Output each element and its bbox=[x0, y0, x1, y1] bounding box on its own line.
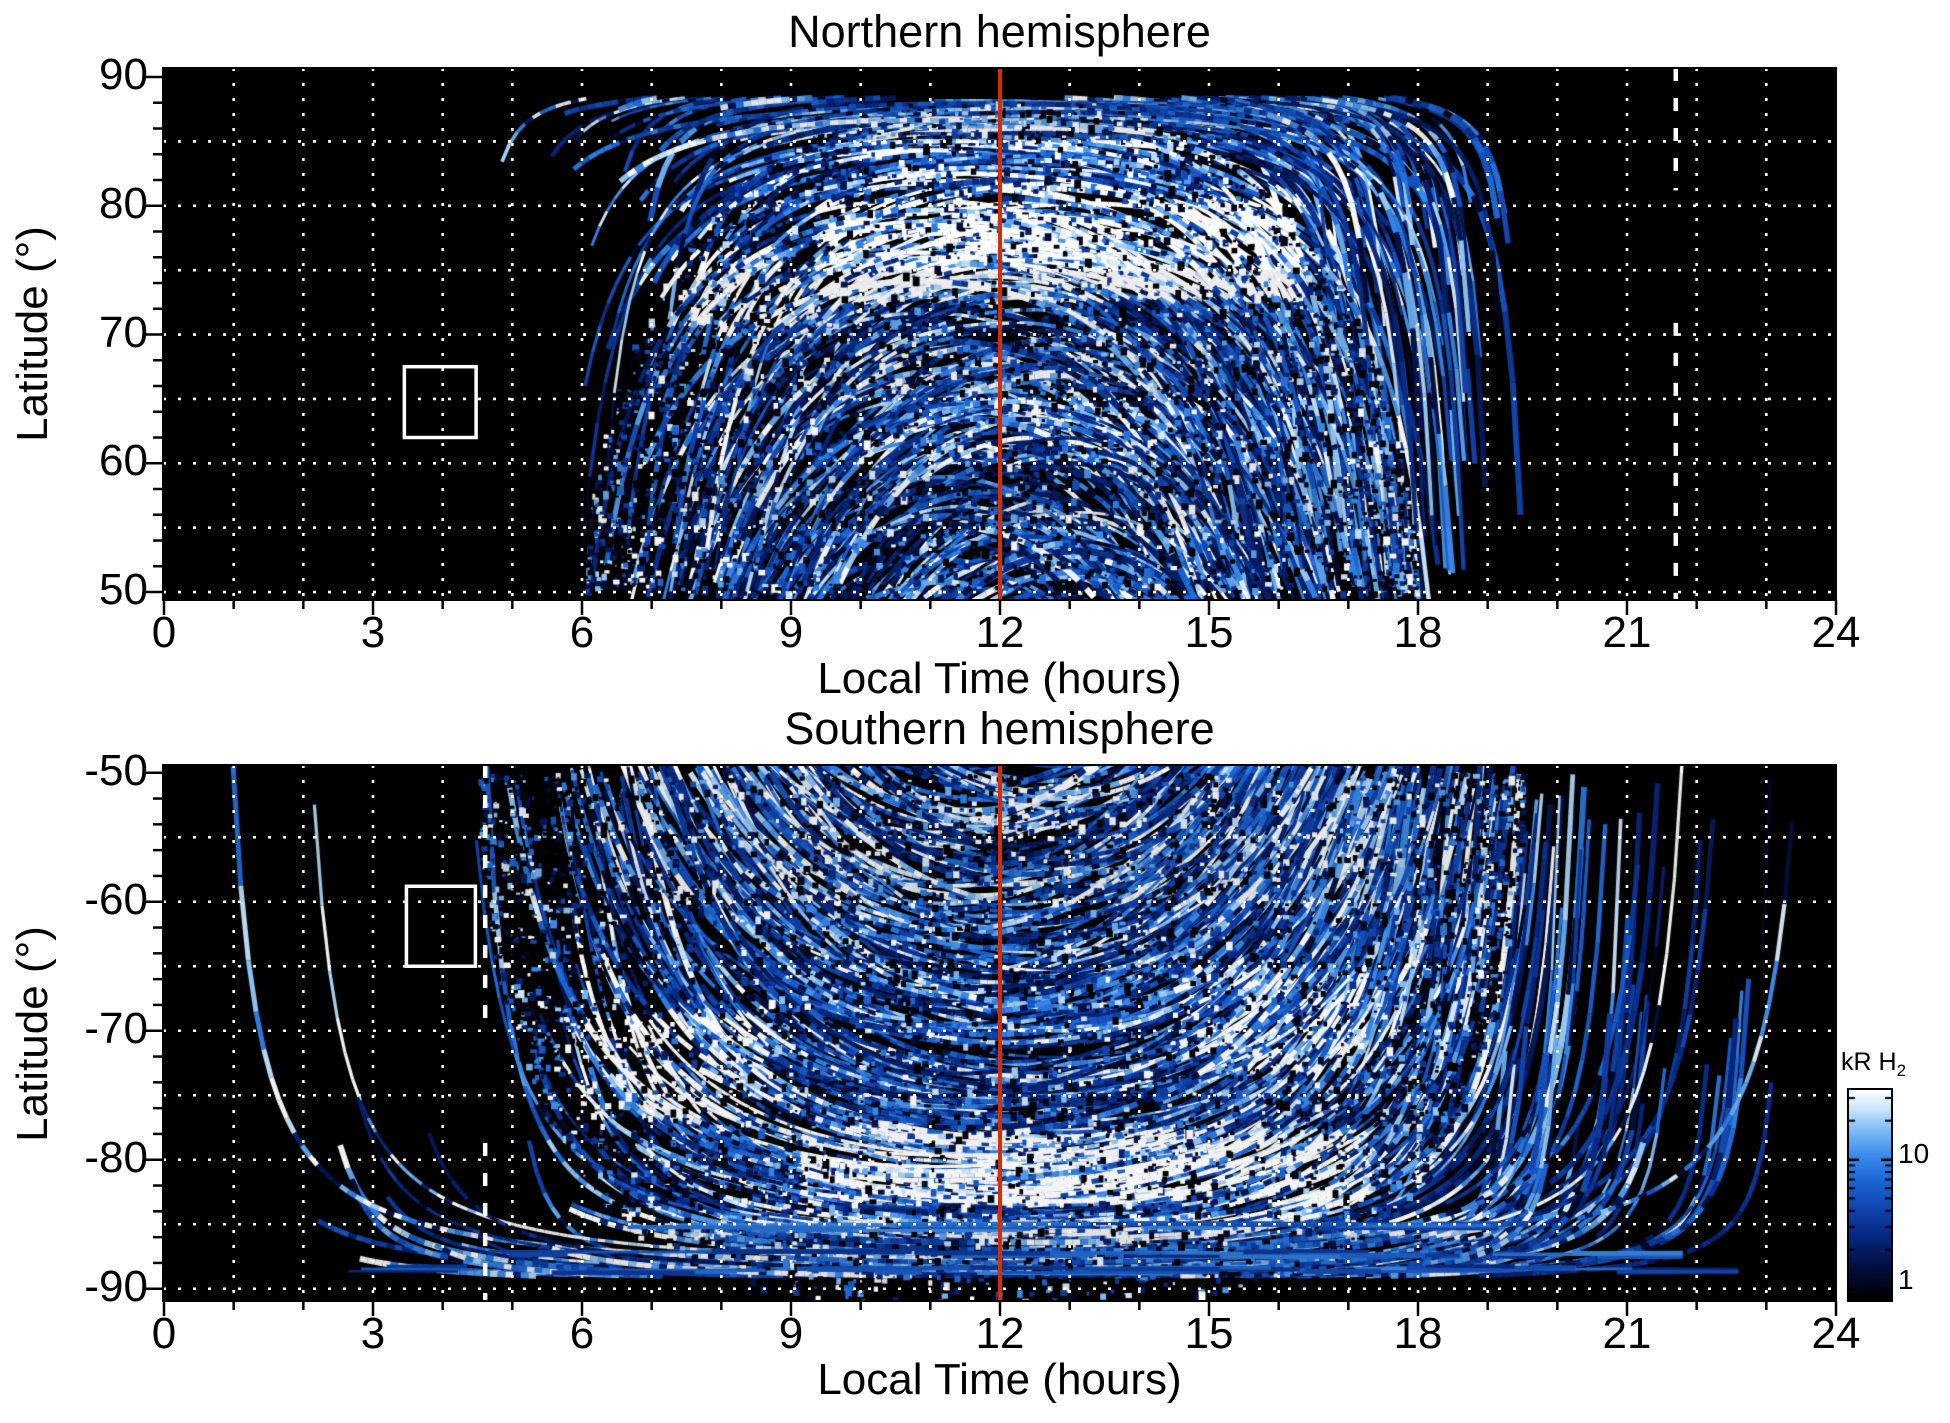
north-x-axis-label: Local Time (hours) bbox=[817, 654, 1182, 703]
north-y-axis-label: Latitude (°) bbox=[8, 226, 57, 442]
north-x-tick-labels: 0 3 6 9 12 15 18 21 24 bbox=[152, 608, 1861, 658]
x-tick-label: 24 bbox=[1811, 608, 1861, 657]
y-tick-label: -80 bbox=[84, 1132, 148, 1182]
colorbar-unit-main: kR H bbox=[1841, 1048, 1897, 1076]
colorbar-tick-10: 10 bbox=[1898, 1138, 1930, 1169]
y-tick-label: 70 bbox=[99, 307, 148, 357]
y-tick-label: -70 bbox=[84, 1003, 148, 1053]
y-tick-label: 60 bbox=[99, 436, 148, 486]
x-tick-label: 18 bbox=[1393, 608, 1443, 657]
south-heatmap-plot bbox=[146, 764, 1838, 1316]
x-tick-label: 21 bbox=[1602, 1309, 1652, 1358]
y-tick-label: 90 bbox=[99, 50, 148, 99]
x-tick-label: 0 bbox=[151, 1309, 177, 1358]
x-tick-label: 15 bbox=[1184, 608, 1234, 657]
x-tick-label: 18 bbox=[1393, 1309, 1443, 1358]
y-tick-label: -60 bbox=[84, 874, 148, 924]
selection-box bbox=[404, 884, 478, 968]
x-tick-label: 21 bbox=[1602, 608, 1652, 657]
y-tick-label: 50 bbox=[99, 565, 148, 614]
north-plot-overlay bbox=[146, 67, 1838, 615]
x-tick-label: 6 bbox=[569, 1309, 595, 1358]
x-tick-label: 3 bbox=[360, 1309, 386, 1358]
x-tick-label: 6 bbox=[569, 608, 595, 657]
x-tick-label: 12 bbox=[975, 1309, 1025, 1358]
south-plot-overlay bbox=[146, 764, 1838, 1316]
south-y-axis-label: Latitude (°) bbox=[8, 926, 57, 1142]
x-tick-label: 15 bbox=[1184, 1309, 1234, 1358]
x-tick-label: 12 bbox=[975, 608, 1025, 657]
x-tick-label: 3 bbox=[360, 608, 386, 657]
y-tick-label: -90 bbox=[84, 1261, 148, 1311]
y-tick-label: 80 bbox=[99, 178, 148, 228]
south-x-tick-labels: 0 3 6 9 12 15 18 21 24 bbox=[152, 1309, 1861, 1359]
selection-box bbox=[402, 364, 478, 440]
y-tick-labels: 90 80 70 60 50 -50 -60 -70 -80 -90 bbox=[0, 0, 148, 1423]
colorbar-tick-1: 1 bbox=[1898, 1264, 1914, 1295]
north-heatmap-plot bbox=[146, 67, 1838, 615]
south-panel-title: Southern hemisphere bbox=[784, 703, 1215, 754]
x-tick-label: 0 bbox=[151, 608, 177, 657]
x-tick-label: 9 bbox=[778, 608, 804, 657]
colorbar bbox=[1847, 1088, 1893, 1302]
south-x-axis-label: Local Time (hours) bbox=[817, 1355, 1182, 1404]
colorbar-unit-label: kR H2 bbox=[1841, 1048, 1906, 1081]
y-tick-label: -50 bbox=[84, 745, 148, 795]
colorbar-unit-sub: 2 bbox=[1896, 1061, 1907, 1080]
colorbar-gradient bbox=[1849, 1090, 1891, 1300]
x-tick-label: 24 bbox=[1811, 1309, 1861, 1358]
x-tick-label: 9 bbox=[778, 1309, 804, 1358]
north-panel-title: Northern hemisphere bbox=[788, 6, 1211, 57]
